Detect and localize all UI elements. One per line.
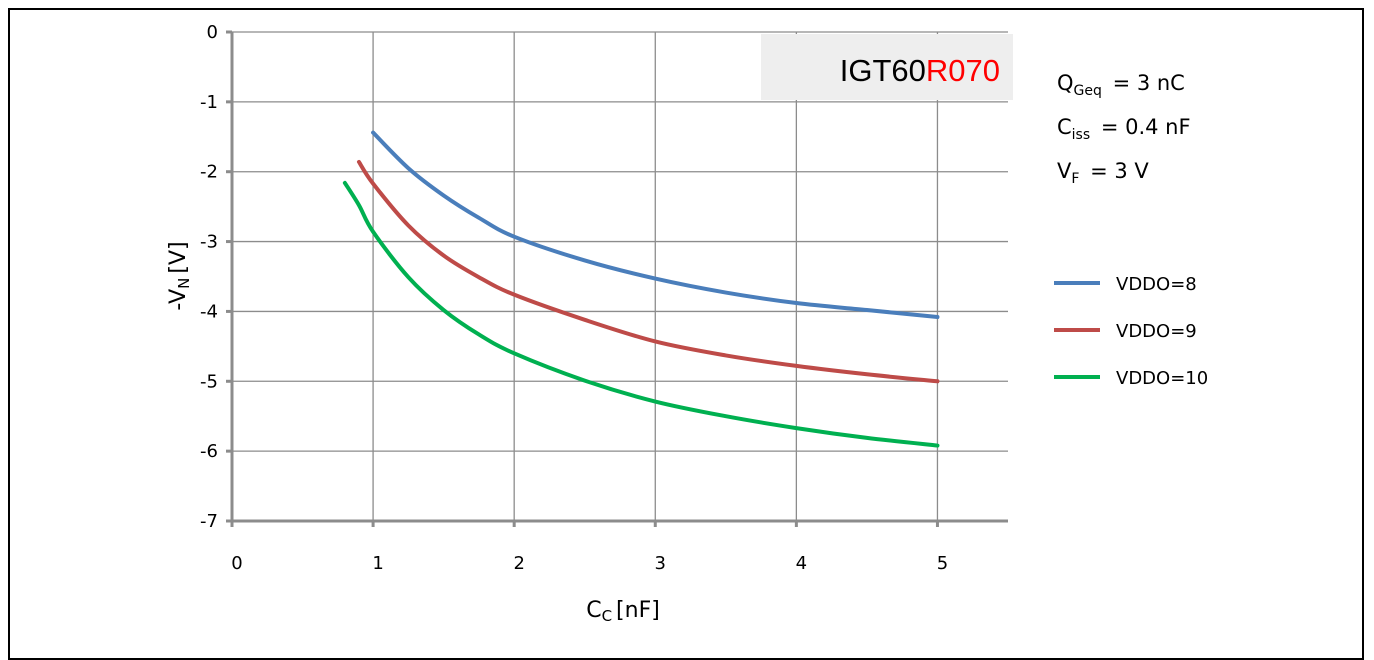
x-tick-label: 4 (796, 553, 807, 574)
x-axis-label: CC [nF] (586, 598, 660, 625)
series-line-3 (342, 180, 940, 448)
x-tick-label: 3 (655, 553, 666, 574)
y-tick-label: -2 (200, 162, 218, 183)
y-tick-label: 0 (207, 22, 218, 43)
series-line-1 (371, 130, 940, 320)
device-label: IGT60R070 (840, 53, 1000, 88)
x-tick-label: 0 (231, 553, 242, 574)
device-label-red: R070 (926, 53, 1000, 88)
y-tick-labels: 0 -1 -2 -3 -4 -5 -6 -7 (200, 22, 218, 532)
series-lines (342, 130, 940, 448)
device-label-black: IGT60 (840, 53, 926, 88)
y-tick-label: -5 (200, 371, 218, 392)
x-tick-labels: 0 1 2 3 4 5 (231, 553, 948, 574)
chart: 0 1 2 3 4 5 0 -1 -2 -3 -4 -5 -6 -7 IGT60R070 QGeq = … (166, 22, 1208, 625)
y-axis-label: -VN[V] (166, 241, 193, 310)
y-tick-label: -6 (200, 441, 218, 462)
x-tick-label: 2 (513, 553, 524, 574)
legend-label: VDDO=8 (1116, 274, 1197, 295)
parameter-annotations: QGeq = 3 nC Ciss = 0.4 nF VF = 3 V (1057, 71, 1191, 187)
parameter-annotation: QGeq = 3 nC (1057, 71, 1185, 99)
y-tick-label: -3 (200, 232, 218, 253)
x-tick-label: 1 (372, 553, 383, 574)
legend-label: VDDO=10 (1116, 368, 1208, 389)
grid (232, 31, 1008, 521)
y-tick-label: -4 (200, 301, 218, 322)
y-tick-label: -7 (200, 511, 218, 532)
device-label-box (761, 34, 1013, 100)
parameter-annotation: Ciss = 0.4 nF (1057, 115, 1191, 143)
legend: VDDO=8 VDDO=9 VDDO=10 (1054, 274, 1208, 389)
y-tick-label: -1 (200, 92, 218, 113)
axes (226, 30, 1008, 527)
series-line-2 (356, 159, 940, 384)
parameter-annotation: VF = 3 V (1057, 159, 1149, 187)
x-tick-label: 5 (937, 553, 948, 574)
legend-label: VDDO=9 (1116, 321, 1197, 342)
